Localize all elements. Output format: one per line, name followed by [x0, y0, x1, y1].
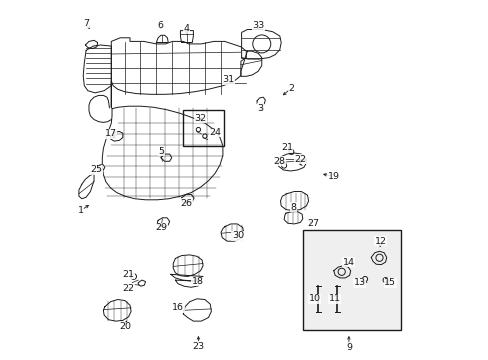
Text: 28: 28 [273, 157, 285, 166]
Text: 31: 31 [222, 76, 234, 85]
Text: 8: 8 [289, 202, 296, 211]
Text: 19: 19 [327, 172, 339, 181]
Text: 29: 29 [155, 223, 167, 232]
Text: 22: 22 [122, 284, 134, 293]
Text: 5: 5 [159, 147, 164, 156]
Text: 26: 26 [180, 199, 192, 208]
Bar [182, 110, 224, 146]
Text: 30: 30 [231, 231, 244, 240]
Text: 20: 20 [119, 323, 131, 331]
Text: 12: 12 [374, 237, 386, 246]
Text: 21: 21 [122, 270, 134, 279]
Text: 22: 22 [294, 154, 305, 163]
Text: 18: 18 [191, 277, 203, 286]
Text: 3: 3 [257, 104, 263, 112]
Text: 27: 27 [307, 219, 319, 228]
Bar [302, 230, 400, 330]
Text: 21: 21 [281, 143, 292, 152]
Text: 24: 24 [208, 128, 221, 137]
Text: 2: 2 [288, 84, 294, 93]
Text: 10: 10 [308, 294, 320, 303]
Text: 9: 9 [345, 343, 351, 352]
Text: 14: 14 [342, 258, 354, 266]
Text: 23: 23 [192, 342, 204, 351]
Text: 7: 7 [83, 19, 89, 28]
Text: 11: 11 [328, 294, 340, 303]
Text: 15: 15 [384, 278, 395, 287]
Text: 6: 6 [157, 21, 163, 30]
Text: 4: 4 [183, 24, 189, 33]
Text: 16: 16 [172, 303, 184, 312]
Text: 13: 13 [353, 278, 365, 287]
Text: 1: 1 [78, 206, 83, 215]
Text: 32: 32 [194, 113, 206, 122]
Text: 17: 17 [104, 129, 116, 138]
Text: 33: 33 [251, 21, 264, 30]
Text: 25: 25 [90, 165, 102, 174]
